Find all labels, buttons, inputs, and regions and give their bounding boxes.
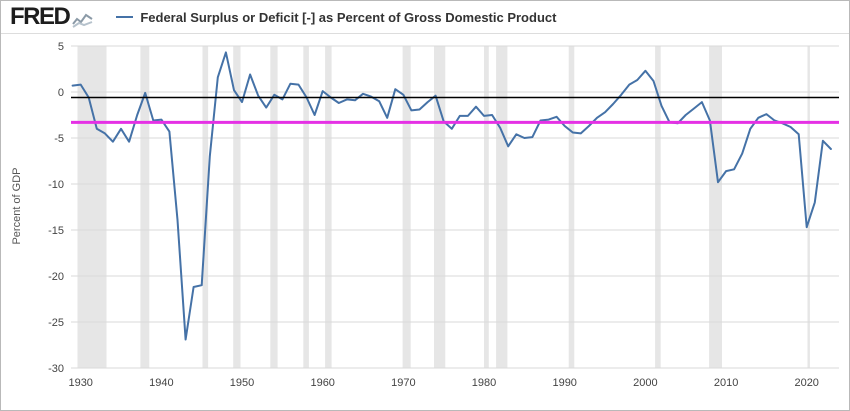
svg-text:0: 0 [58,87,64,99]
svg-text:1940: 1940 [149,377,173,389]
fred-logo-text: FRED [10,3,71,31]
svg-text:1980: 1980 [472,377,496,389]
svg-text:-5: -5 [54,133,64,145]
svg-text:-25: -25 [48,317,64,329]
svg-text:5: 5 [58,41,64,53]
svg-text:1950: 1950 [230,377,254,389]
chart-plot[interactable]: 5 0 -5 -10 -15 -20 -25 -30 1930 1940 1950 1960 1970 1… [1,34,849,410]
svg-text:2020: 2020 [794,377,818,389]
svg-text:-15: -15 [48,225,64,237]
legend-label: Federal Surplus or Deficit [-] as Percen… [140,9,557,25]
svg-text:1970: 1970 [391,377,415,389]
fred-logo[interactable]: FRED [10,3,94,31]
svg-text:-30: -30 [48,363,64,375]
fred-logo-sparkline-icon [72,13,93,28]
svg-text:-10: -10 [48,179,64,191]
chart-area: Percent of GDP 5 0 -5 -10 -15 -20 -25 -30 1930 19… [1,34,849,410]
svg-text:1960: 1960 [310,377,334,389]
chart-header: FRED Federal Surplus or Deficit [-] as P… [1,1,849,34]
legend-line-swatch [116,16,134,18]
svg-text:1990: 1990 [552,377,576,389]
svg-text:1930: 1930 [68,377,92,389]
svg-text:-20: -20 [48,271,64,283]
chart-legend: Federal Surplus or Deficit [-] as Percen… [116,10,556,25]
svg-text:2010: 2010 [714,377,738,389]
svg-text:2000: 2000 [633,377,657,389]
